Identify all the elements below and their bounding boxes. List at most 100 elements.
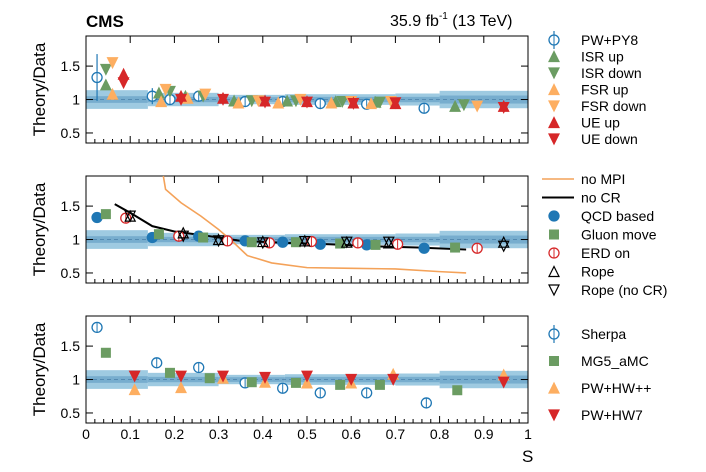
- band-inner: [147, 376, 219, 383]
- data-point: [217, 93, 229, 106]
- legend-label: QCD based: [581, 208, 654, 224]
- legend-label: PW+HW7: [581, 407, 643, 423]
- legend-label: PW+PY8: [581, 32, 638, 48]
- legend-label: Sherpa: [581, 326, 626, 342]
- data-point: [91, 211, 103, 224]
- data-point: [387, 373, 400, 386]
- data-point: [175, 381, 188, 394]
- data-point: [212, 235, 225, 248]
- y-tick-label: 0.5: [61, 265, 81, 281]
- legend-marker: [548, 265, 560, 278]
- legend-label: Gluon move: [581, 227, 657, 243]
- legend-label: FSR down: [581, 98, 646, 114]
- band-inner: [439, 375, 528, 384]
- data-point: [277, 236, 289, 248]
- x-tick-label: 0.1: [120, 426, 140, 442]
- x-tick-label: 0.5: [297, 426, 317, 442]
- legend-marker: [548, 116, 560, 129]
- experiment-label: CMS: [86, 12, 124, 31]
- legend-marker: [548, 210, 560, 222]
- y-axis-label: Theory/Data: [30, 322, 49, 416]
- y-tick-label: 1: [72, 232, 80, 248]
- legend-label: UE up: [581, 115, 620, 131]
- data-point: [382, 236, 395, 249]
- y-tick-label: 1: [72, 92, 80, 108]
- data-point: [373, 96, 386, 109]
- data-point: [159, 83, 172, 96]
- data-point: [204, 373, 215, 384]
- data-point: [272, 96, 285, 109]
- data-point: [365, 97, 378, 110]
- legend-label: Rope: [581, 264, 615, 280]
- data-point: [99, 78, 112, 91]
- series-line: [162, 175, 467, 274]
- data-point: [497, 101, 510, 114]
- legend-label: no MPI: [581, 171, 625, 187]
- data-point: [198, 232, 209, 243]
- data-point: [340, 236, 353, 249]
- data-point: [153, 229, 164, 240]
- legend-marker: [548, 50, 560, 63]
- band-inner: [439, 95, 528, 104]
- data-point: [345, 373, 358, 386]
- data-point: [325, 96, 338, 109]
- data-point: [128, 370, 141, 383]
- x-tick-label: 1: [524, 426, 532, 442]
- x-tick-label: 0.8: [430, 426, 450, 442]
- data-point: [452, 385, 463, 396]
- data-point: [124, 210, 137, 223]
- legend-label: PW+HW++: [581, 380, 651, 396]
- data-point: [99, 63, 112, 76]
- legend-marker: [548, 67, 560, 80]
- plot-frame: [85, 315, 529, 424]
- legend-label: MG5_aMC: [581, 353, 649, 369]
- data-point: [281, 94, 294, 107]
- data-point: [335, 238, 346, 249]
- x-tick-label: 0.4: [253, 426, 273, 442]
- lumi-suffix: (13 TeV): [448, 13, 513, 30]
- legend-marker: [548, 409, 560, 422]
- luminosity-label: 35.9 fb-1 (13 TeV): [390, 11, 512, 30]
- data-point: [389, 97, 402, 110]
- y-tick-label: 0.5: [61, 405, 81, 421]
- lumi-prefix: 35.9 fb: [390, 13, 439, 30]
- data-point: [259, 96, 271, 109]
- data-point: [217, 370, 229, 383]
- band-inner: [439, 235, 528, 244]
- x-tick-label: 0.9: [474, 426, 494, 442]
- legend-marker: [549, 229, 559, 240]
- legend-marker: [548, 284, 560, 297]
- data-point: [335, 379, 346, 390]
- data-point: [290, 377, 301, 388]
- data-point: [155, 95, 168, 108]
- x-tick-label: 0.7: [386, 426, 406, 442]
- x-tick-label: 0.2: [165, 426, 185, 442]
- y-tick-label: 1.5: [61, 338, 81, 354]
- data-point: [256, 237, 269, 250]
- data-point: [374, 379, 385, 390]
- legend-label: Rope (no CR): [581, 282, 667, 298]
- legend-label: ISR up: [581, 49, 624, 65]
- data-point: [106, 87, 119, 100]
- data-point: [100, 209, 111, 220]
- data-point: [164, 367, 175, 378]
- data-point: [175, 370, 188, 383]
- data-point: [232, 96, 245, 109]
- lumi-exponent: -1: [439, 11, 448, 22]
- data-point: [290, 237, 301, 248]
- y-tick-label: 0.5: [61, 125, 81, 141]
- data-point: [450, 242, 461, 253]
- data-point: [246, 237, 257, 248]
- y-axis-label: Theory/Data: [30, 42, 49, 136]
- data-point: [301, 376, 313, 389]
- legend-label: ERD on: [581, 245, 630, 261]
- data-point: [497, 235, 510, 248]
- legend-marker: [548, 100, 560, 113]
- data-point: [418, 242, 430, 254]
- x-axis-label: S: [522, 447, 533, 466]
- data-point: [301, 370, 313, 383]
- data-point: [106, 57, 119, 70]
- data-point: [177, 230, 190, 243]
- y-tick-label: 1: [72, 372, 80, 388]
- data-point: [175, 93, 188, 106]
